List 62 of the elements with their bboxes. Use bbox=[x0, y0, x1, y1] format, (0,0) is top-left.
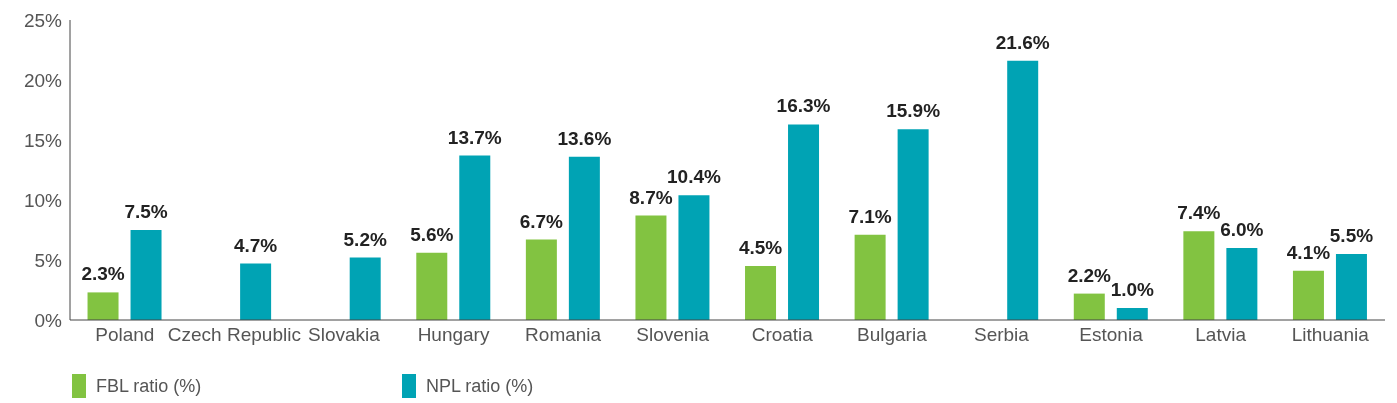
data-label: 1.0% bbox=[1110, 279, 1155, 300]
legend-label: NPL ratio (%) bbox=[426, 375, 534, 397]
data-label: 21.6% bbox=[995, 31, 1050, 53]
data-label: 7.4% bbox=[1177, 202, 1221, 224]
y-tick-label: 15% bbox=[23, 129, 63, 151]
bar bbox=[525, 239, 557, 320]
bar bbox=[635, 215, 667, 320]
data-label: 4.7% bbox=[233, 234, 278, 256]
x-tick-label: Slovakia bbox=[308, 324, 381, 346]
data-label: 4.1% bbox=[1286, 241, 1331, 263]
data-label: 2.2% bbox=[1067, 264, 1112, 286]
x-tick-label: Czech Republic bbox=[167, 324, 301, 346]
legend-label: FBL ratio (%) bbox=[96, 375, 202, 397]
data-label: 7.5% bbox=[124, 201, 168, 222]
x-tick-label: Romania bbox=[525, 324, 602, 346]
bar bbox=[240, 263, 272, 320]
bar bbox=[854, 234, 886, 320]
bar bbox=[678, 195, 710, 320]
x-tick-label: Slovenia bbox=[636, 324, 710, 346]
bar bbox=[745, 266, 777, 320]
x-tick-label: Lithuania bbox=[1291, 324, 1370, 346]
x-tick-label: Latvia bbox=[1195, 324, 1247, 346]
data-label: 7.1% bbox=[848, 205, 892, 227]
y-tick-label: 20% bbox=[23, 69, 63, 91]
bar bbox=[416, 252, 448, 320]
y-tick-label: 5% bbox=[34, 249, 63, 271]
data-label: 6.0% bbox=[1220, 219, 1264, 240]
data-label: 13.6% bbox=[557, 127, 612, 149]
data-label: 5.2% bbox=[343, 228, 387, 250]
bar bbox=[1073, 293, 1105, 320]
bar bbox=[897, 129, 929, 320]
data-label: 8.7% bbox=[629, 186, 673, 208]
x-tick-label: Estonia bbox=[1079, 324, 1144, 346]
bar bbox=[1116, 308, 1148, 320]
data-label: 15.9% bbox=[886, 100, 941, 122]
y-tick-label: 10% bbox=[23, 189, 63, 211]
data-label: 6.7% bbox=[519, 210, 564, 232]
data-label: 16.3% bbox=[776, 95, 831, 117]
data-label: 5.5% bbox=[1329, 225, 1374, 246]
data-label: 4.5% bbox=[738, 237, 783, 258]
bar bbox=[1007, 60, 1039, 320]
bar bbox=[1183, 231, 1215, 320]
data-label: 2.3% bbox=[81, 263, 125, 285]
bar bbox=[130, 230, 162, 320]
data-label: 5.6% bbox=[410, 223, 454, 245]
x-tick-label: Bulgaria bbox=[857, 324, 928, 346]
x-tick-label: Hungary bbox=[417, 324, 490, 346]
data-label: 10.4% bbox=[667, 166, 721, 188]
bar bbox=[87, 292, 119, 320]
bar bbox=[349, 257, 381, 320]
x-tick-label: Serbia bbox=[974, 324, 1030, 346]
x-tick-label: Croatia bbox=[751, 324, 814, 346]
bar bbox=[1226, 248, 1258, 320]
bar bbox=[568, 156, 600, 320]
x-tick-label: Poland bbox=[95, 324, 155, 346]
y-tick-label: 0% bbox=[34, 309, 63, 331]
bar bbox=[1335, 254, 1367, 320]
bar bbox=[1292, 270, 1324, 320]
data-label: 13.7% bbox=[447, 126, 502, 148]
y-tick-label: 25% bbox=[23, 9, 63, 31]
bar bbox=[459, 155, 491, 320]
bar bbox=[788, 124, 820, 320]
